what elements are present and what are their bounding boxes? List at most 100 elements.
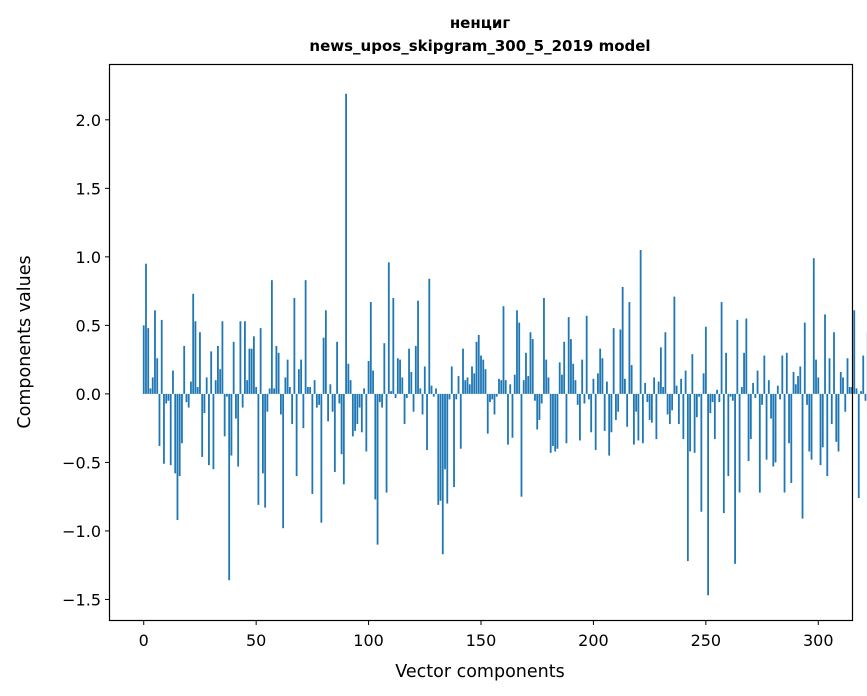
bar — [812, 258, 815, 394]
bar — [394, 393, 397, 398]
bar — [531, 339, 534, 394]
bar — [365, 393, 368, 452]
bar — [610, 393, 613, 433]
bar — [830, 393, 833, 425]
bar — [201, 393, 204, 457]
bar — [446, 393, 449, 504]
bar — [725, 352, 727, 394]
bar — [648, 393, 651, 420]
bar — [253, 336, 255, 394]
bar — [385, 393, 388, 493]
bar — [740, 387, 743, 394]
bar — [410, 371, 413, 394]
bar — [493, 393, 496, 415]
bar — [756, 370, 759, 394]
bar — [219, 369, 222, 394]
bar — [844, 393, 847, 412]
bar — [468, 384, 471, 394]
bar — [819, 393, 822, 466]
bar — [158, 393, 161, 446]
bar — [601, 358, 604, 394]
bar — [770, 393, 772, 419]
y-tick-label: −1.0 — [62, 522, 101, 541]
bar — [378, 393, 381, 403]
bar — [799, 366, 802, 394]
x-tick-label: 200 — [578, 631, 609, 650]
bar — [444, 393, 446, 470]
bar — [745, 318, 748, 394]
bar — [273, 388, 276, 394]
bar — [637, 393, 640, 441]
bar — [747, 393, 750, 462]
bar — [597, 373, 599, 394]
bar — [860, 391, 862, 394]
bar — [295, 393, 298, 477]
bar — [536, 393, 539, 430]
bar — [664, 332, 667, 394]
bar — [327, 393, 329, 422]
bar — [801, 393, 804, 519]
bar — [250, 348, 253, 394]
bar — [743, 352, 745, 394]
bar — [423, 366, 426, 394]
bar — [232, 341, 235, 394]
bar — [846, 358, 849, 394]
bar — [671, 393, 674, 411]
bar — [174, 393, 177, 474]
bar — [574, 380, 577, 394]
bar — [848, 387, 851, 394]
bar — [491, 393, 494, 400]
bar — [779, 393, 781, 400]
bar — [538, 393, 541, 420]
bar — [313, 380, 316, 394]
y-axis-ticks: −1.5 −1.0 −0.5 0.0 0.5 1.0 1.5 2.0 — [62, 111, 110, 609]
bar — [149, 388, 152, 394]
bar — [455, 393, 458, 400]
bar — [673, 296, 676, 394]
bar — [480, 355, 482, 394]
bar — [626, 393, 629, 427]
bar — [369, 302, 372, 394]
bar — [403, 393, 406, 425]
bar — [749, 393, 752, 440]
bar — [520, 393, 523, 497]
bar — [142, 325, 145, 394]
bar — [372, 370, 374, 394]
bar — [603, 393, 606, 431]
bar — [208, 393, 210, 466]
bar — [650, 393, 653, 423]
bar — [360, 393, 363, 433]
bar — [262, 393, 264, 474]
bar — [347, 363, 350, 394]
bar — [736, 319, 739, 394]
bar — [545, 359, 548, 394]
bar — [543, 297, 545, 394]
bar — [437, 393, 440, 505]
bar — [239, 321, 242, 394]
bars-group — [142, 93, 867, 596]
x-axis-ticks: 0 50 100 150 200 250 300 — [139, 620, 834, 650]
bar — [783, 393, 786, 493]
bar — [554, 393, 557, 452]
bar — [837, 393, 840, 452]
bar — [646, 393, 649, 403]
bar — [181, 393, 183, 444]
bar — [268, 388, 271, 394]
bar — [693, 393, 696, 453]
bar — [417, 300, 419, 394]
bar — [835, 393, 838, 442]
bar — [704, 326, 707, 394]
bar — [659, 347, 662, 394]
bar — [684, 370, 687, 394]
bar — [641, 393, 644, 444]
y-axis-label: Components values — [15, 255, 35, 428]
bar — [293, 297, 296, 394]
bar — [318, 393, 321, 405]
bar — [716, 389, 718, 394]
x-tick-label: 300 — [803, 631, 834, 650]
bar — [806, 393, 808, 405]
bar — [630, 365, 633, 394]
bar — [284, 377, 287, 394]
bar — [713, 393, 716, 440]
bar — [828, 358, 831, 394]
